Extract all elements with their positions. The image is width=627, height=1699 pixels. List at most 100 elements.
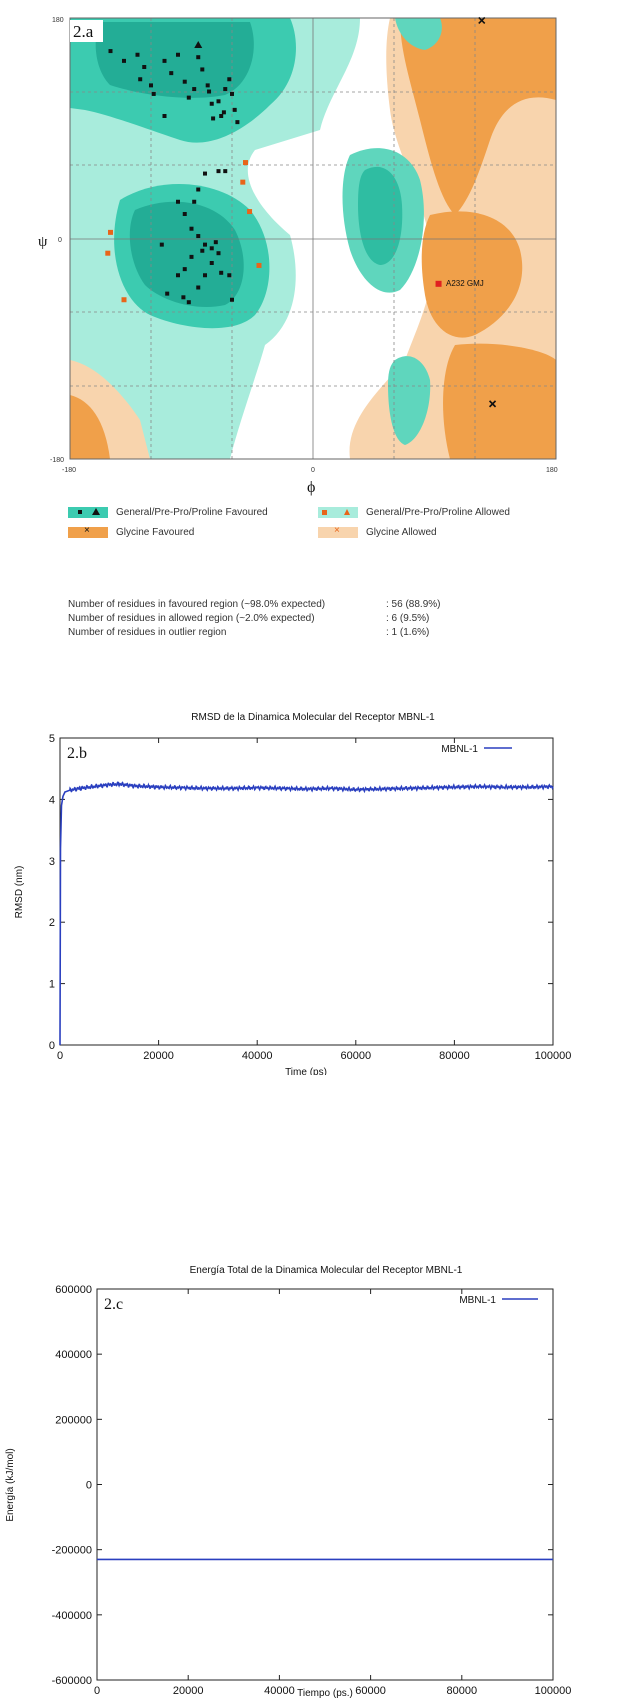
- x-tick-label: 20000: [143, 1050, 174, 1062]
- energy-axes: 0 20000 40000 60000 80000 100000 600000 400000 2…: [52, 1284, 572, 1697]
- rama-point: [223, 169, 228, 174]
- rama-point: [227, 273, 232, 278]
- rmsd-series: [59, 781, 554, 1046]
- legend-label: General/Pre-Pro/Proline Favoured: [116, 507, 268, 518]
- legend-swatch-lightorange: ×: [318, 525, 358, 538]
- y-tick-top: 180: [52, 17, 64, 24]
- x-tick-label: 0: [94, 1685, 100, 1697]
- rama-point: [149, 83, 153, 88]
- panel-label-2c: 2.c: [104, 1296, 123, 1313]
- plot-frame: [96, 1288, 554, 1681]
- rama-point: [211, 116, 216, 121]
- rama-point: [142, 65, 147, 69]
- x-tick-label: 100000: [535, 1685, 572, 1697]
- y-tick-label: 200000: [55, 1414, 92, 1426]
- x-axis-label: Tiempo (ps.): [297, 1688, 353, 1699]
- y-axis-label: RMSD (nm): [14, 866, 25, 919]
- rama-point: [219, 270, 224, 275]
- legend-label: MBNL-1: [441, 744, 478, 755]
- rama-point: [162, 58, 167, 63]
- rama-point: [209, 261, 214, 265]
- y-tick-bottom: -180: [50, 457, 64, 464]
- rama-point: [227, 77, 232, 82]
- x-tick-label: 80000: [447, 1685, 478, 1697]
- rama-point: [435, 280, 442, 287]
- chart-title: RMSD de la Dinamica Molecular del Recept…: [191, 712, 435, 723]
- legend-swatch-teal: [68, 507, 108, 518]
- x-tick-zero: 0: [311, 467, 315, 474]
- y-tick-label: 0: [86, 1480, 92, 1492]
- rama-point: [165, 291, 170, 296]
- rama-point: [192, 87, 197, 92]
- rama-point: [216, 251, 221, 256]
- rama-point-proline: [194, 40, 203, 48]
- rama-point: [219, 114, 224, 118]
- y-tick-label: 2: [49, 917, 55, 929]
- y-axis-label: Energía (kJ/mol): [5, 1448, 16, 1521]
- series-line: [59, 781, 554, 1046]
- y-tick-label: -400000: [52, 1610, 92, 1622]
- y-tick-zero: 0: [58, 237, 62, 244]
- x-tick-label: 100000: [535, 1050, 572, 1062]
- rama-point: [135, 52, 140, 57]
- psi-axis-label: ψ: [38, 234, 48, 250]
- rmsd-chart: RMSD de la Dinamica Molecular del Recept…: [14, 712, 571, 1075]
- x-tick-label: 80000: [439, 1050, 470, 1062]
- rama-point: [176, 52, 180, 57]
- rama-point: [196, 234, 201, 239]
- energy-chart: Energía Total de la Dinamica Molecular d…: [5, 1265, 572, 1699]
- x-tick-left: -180: [62, 467, 76, 474]
- legend-swatch-lightteal: [318, 507, 358, 518]
- outlier-label: A232 GMJ: [446, 279, 484, 288]
- rama-point: [232, 107, 237, 112]
- x-tick-label: 40000: [242, 1050, 273, 1062]
- legend-swatch-orange: ×: [68, 525, 108, 538]
- rama-point: [209, 246, 214, 251]
- ramachandran-panel: 2.a A232 GMJ 180 0 -180 -180 0 180 ψ ϕ G…: [0, 0, 627, 680]
- rama-point: [108, 49, 113, 54]
- rama-regions: [70, 18, 556, 459]
- rama-point: [256, 262, 262, 268]
- rama-point: [216, 99, 221, 104]
- rama-point: [169, 71, 174, 76]
- rama-point: [216, 169, 221, 174]
- rama-point: [182, 212, 187, 216]
- stats-value: : 56 (88.9%): [386, 599, 441, 610]
- rama-point-glycine: [488, 400, 497, 408]
- rama-point: [230, 297, 234, 302]
- rama-point: [182, 79, 187, 84]
- rama-point: [203, 273, 207, 278]
- x-tick-label: 40000: [264, 1685, 295, 1697]
- rama-point: [243, 160, 248, 166]
- stats-value: : 1 (1.6%): [386, 627, 430, 638]
- rama-point: [151, 91, 156, 96]
- rama-point: [159, 242, 164, 247]
- rama-point: [200, 248, 205, 253]
- panel-label-bg: [70, 20, 103, 42]
- stats-value: : 6 (9.5%): [386, 613, 430, 624]
- rama-point-glycine: [478, 16, 486, 25]
- legend-glycine-favoured: × Glycine Favoured: [68, 525, 195, 538]
- legend-label: MBNL-1: [459, 1295, 496, 1306]
- chart-title: Energía Total de la Dinamica Molecular d…: [190, 1265, 463, 1276]
- panel-label-2a: 2.a: [73, 22, 94, 41]
- x-tick-label: 0: [57, 1050, 63, 1062]
- legend-glycine-allowed: × Glycine Allowed: [318, 525, 437, 538]
- rama-point: [205, 83, 210, 88]
- rama-point: [105, 250, 111, 256]
- rama-point: [108, 229, 113, 235]
- rama-point: [213, 240, 218, 245]
- x-tick-label: 60000: [355, 1685, 386, 1697]
- rama-point: [186, 95, 191, 100]
- rama-point: [182, 267, 187, 272]
- legend-general-allowed: General/Pre-Pro/Proline Allowed: [318, 507, 510, 518]
- x-tick-label: 60000: [341, 1050, 372, 1062]
- rmsd-axes: 0 20000 40000 60000 80000 100000 0 1 2 3 4 5: [49, 733, 571, 1062]
- rama-frame: [69, 17, 557, 460]
- y-tick-label: 3: [49, 856, 55, 868]
- rama-point: [247, 209, 253, 215]
- legend-general-favoured: General/Pre-Pro/Proline Favoured: [68, 507, 268, 518]
- stats-label: Number of residues in outlier region: [68, 627, 227, 638]
- rama-point: [176, 273, 180, 278]
- legend-label: Glycine Favoured: [116, 527, 195, 538]
